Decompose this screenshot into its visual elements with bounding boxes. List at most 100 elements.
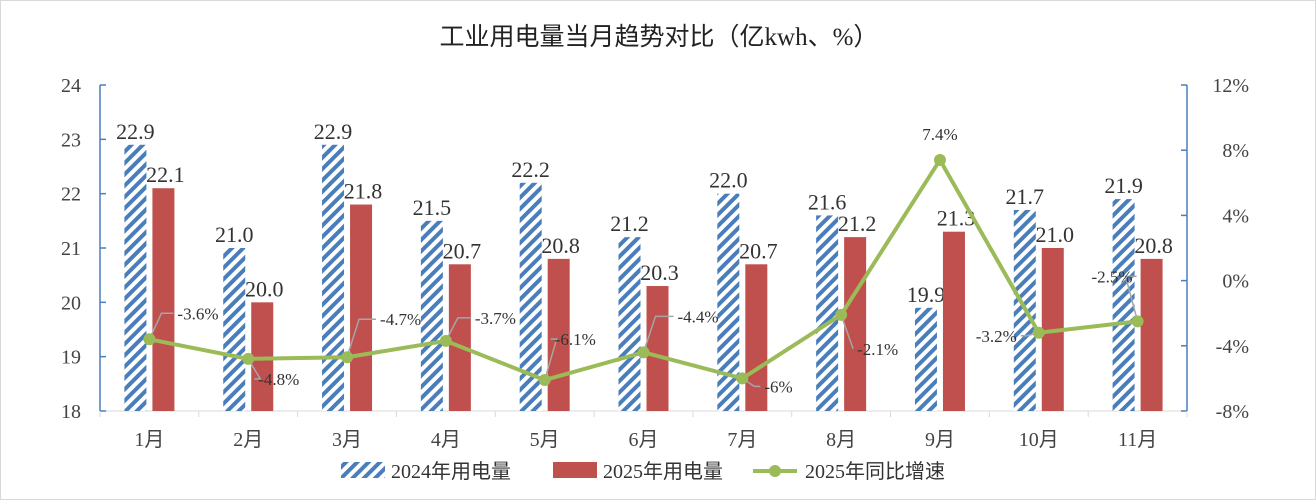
bar-2024 (717, 193, 740, 411)
growth-label: -2.1% (857, 340, 898, 359)
growth-marker (1131, 315, 1144, 328)
bar-2025 (942, 231, 965, 411)
left-tick-label: 21 (61, 238, 81, 260)
growth-label: -2.5% (1092, 267, 1133, 286)
bar-2025-label: 20.8 (1134, 233, 1173, 258)
legend-swatch-2025 (553, 462, 597, 478)
growth-marker (439, 334, 452, 347)
label-leader-line (1124, 275, 1139, 322)
left-tick-label: 22 (61, 184, 81, 206)
bar-2024 (223, 248, 246, 411)
growth-label: 7.4% (922, 125, 957, 144)
bar-2024 (124, 144, 147, 411)
bar-2025 (646, 286, 669, 411)
growth-label: -4.8% (258, 370, 299, 389)
bar-2025-label: 21.0 (1036, 222, 1075, 247)
right-tick-label: -4% (1216, 336, 1249, 358)
label-leader-line (346, 318, 377, 358)
growth-marker (538, 374, 551, 387)
growth-marker (1032, 326, 1045, 339)
bar-2025 (350, 204, 373, 411)
growth-marker (637, 346, 650, 359)
growth-marker (242, 352, 255, 365)
growth-marker (933, 153, 946, 166)
growth-marker (736, 372, 749, 385)
legend-label-growth: 2025年同比增速 (805, 460, 945, 483)
label-leader-line (148, 312, 174, 340)
bar-2025-label: 21.8 (344, 179, 383, 204)
label-leader-line (247, 358, 262, 380)
growth-label: -3.6% (177, 304, 218, 323)
bar-2024-label: 21.0 (215, 222, 254, 247)
bar-2025-label: 21.2 (838, 211, 877, 236)
x-tick-label: 11月 (1118, 429, 1157, 451)
bar-2025-label: 20.0 (245, 276, 284, 301)
growth-marker (341, 351, 354, 364)
left-tick-label: 24 (61, 75, 81, 97)
bar-2024 (618, 237, 641, 411)
x-tick-label: 6月 (629, 429, 659, 451)
bar-2024 (914, 307, 937, 411)
bar-2024-label: 22.0 (709, 168, 748, 193)
x-tick-label: 7月 (727, 429, 757, 451)
bar-2024 (816, 215, 839, 411)
legend-label-2025: 2025年用电量 (603, 460, 723, 483)
left-tick-label: 18 (61, 401, 81, 423)
bar-2024-label: 21.2 (610, 211, 649, 236)
bar-2024-label: 22.2 (511, 157, 550, 182)
left-tick-label: 19 (61, 347, 81, 369)
bar-2024-label: 21.6 (808, 189, 847, 214)
bar-2024 (322, 144, 345, 411)
x-tick-label: 5月 (530, 429, 560, 451)
left-tick-label: 23 (61, 129, 81, 151)
right-tick-label: 8% (1222, 140, 1249, 162)
x-tick-label: 4月 (431, 429, 461, 451)
bar-2025 (152, 188, 175, 411)
right-tick-label: 0% (1222, 271, 1249, 293)
growth-label: -3.7% (475, 309, 516, 328)
bar-2024-label: 19.9 (907, 282, 946, 307)
bar-2024-label: 22.9 (314, 119, 353, 144)
bar-2025-label: 20.7 (443, 238, 482, 263)
x-tick-label: 3月 (332, 429, 362, 451)
right-tick-label: 12% (1212, 75, 1249, 97)
bar-2025 (448, 264, 471, 411)
bar-2024-label: 22.9 (116, 119, 155, 144)
x-tick-label: 1月 (134, 429, 164, 451)
label-leader-line (840, 314, 854, 350)
growth-marker (835, 308, 848, 321)
x-tick-label: 9月 (925, 429, 955, 451)
bar-2025 (844, 237, 867, 411)
bar-2025-label: 20.7 (739, 238, 778, 263)
bar-2024 (1112, 199, 1135, 411)
growth-label: -6% (764, 377, 792, 396)
chart-title: 工业用电量当月趋势对比（亿kwh、%） (440, 23, 879, 51)
bar-2024-label: 21.5 (413, 195, 452, 220)
growth-label: -6.1% (555, 330, 596, 349)
bar-2025-label: 22.1 (146, 162, 185, 187)
growth-marker (143, 333, 156, 346)
legend-label-2024: 2024年用电量 (391, 460, 511, 483)
bar-2025-label: 20.3 (640, 260, 679, 285)
label-leader-line (543, 338, 558, 381)
x-tick-label: 8月 (826, 429, 856, 451)
growth-label: -4.4% (678, 307, 719, 326)
bar-2024 (519, 182, 542, 411)
growth-label: -4.7% (380, 310, 421, 329)
legend-marker-growth (769, 465, 781, 477)
x-tick-label: 2月 (233, 429, 263, 451)
label-leader-line (642, 315, 674, 353)
right-tick-label: 4% (1222, 205, 1249, 227)
legend-swatch-2024 (341, 462, 385, 478)
bar-2025 (1140, 258, 1163, 411)
bar-2024-label: 21.9 (1104, 173, 1143, 198)
right-tick-label: -8% (1216, 401, 1249, 423)
x-tick-label: 10月 (1019, 429, 1059, 451)
growth-label: -3.2% (976, 327, 1017, 346)
bar-2024-label: 21.7 (1006, 184, 1045, 209)
bar-2024 (420, 220, 443, 411)
left-tick-label: 20 (61, 292, 81, 314)
label-leader-line (445, 317, 471, 342)
